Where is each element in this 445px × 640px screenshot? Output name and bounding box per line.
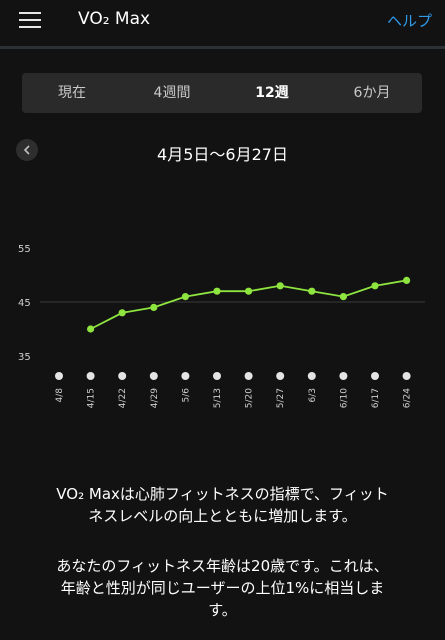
data-point (118, 309, 126, 317)
x-marker-dot (181, 372, 190, 380)
description-fitness-age: あなたのフィットネス年齢は20歳です。これは、 年齢と性別が同じユーザーの上位1… (14, 555, 431, 621)
x-tick-label: 4/22 (118, 388, 128, 408)
x-marker-dot (55, 372, 63, 380)
x-marker-dot (276, 372, 285, 380)
data-point (371, 282, 379, 290)
x-tick-label: 6/17 (371, 388, 381, 408)
x-tick-label: 5/20 (245, 388, 255, 408)
x-tick-label: 6/3 (308, 388, 318, 402)
y-tick-label: 55 (18, 244, 31, 255)
x-tick-label: 4/8 (55, 388, 65, 403)
x-tick-label: 4/29 (150, 388, 160, 408)
x-tick-label: 6/10 (339, 388, 349, 408)
x-marker-dot (244, 372, 253, 380)
y-tick-label: 45 (18, 298, 31, 309)
x-marker-dot (149, 372, 158, 380)
x-marker-dot (307, 372, 316, 380)
data-point (150, 303, 158, 311)
x-tick-label: 5/13 (213, 388, 223, 408)
page-title: VO₂ Max (78, 9, 151, 29)
x-marker-dot (371, 372, 379, 380)
vo2max-chart: 35 45 55 4/8 4/15 4/22 4/29 5/6 5/13 5/20 5/27 6/3 6… (18, 244, 425, 408)
chevron-left-icon (23, 145, 30, 155)
description-line: 年齢と性別が同じユーザーの上位1%に相当しま (60, 579, 385, 597)
data-point (276, 282, 284, 290)
x-marker-dot (118, 372, 127, 380)
previous-period-button[interactable] (16, 139, 38, 161)
x-tick-label: 4/15 (87, 388, 97, 408)
x-marker-dot (213, 372, 221, 380)
description-line: あなたのフィットネス年齢は20歳です。これは、 (56, 557, 389, 575)
x-tick-label: 5/27 (276, 388, 286, 408)
app-header: VO₂ Max ヘルプ (0, 0, 445, 46)
y-tick-label: 35 (18, 352, 31, 363)
tab-4-weeks[interactable]: 4週間 (153, 85, 191, 101)
data-point (213, 287, 221, 295)
tab-current[interactable]: 現在 (58, 85, 86, 101)
help-link[interactable]: ヘルプ (386, 12, 432, 30)
description-vo2max: VO₂ Maxは心肺フィットネスの指標で、フィット ネスレベルの向上とともに増加… (14, 483, 431, 527)
tab-12-weeks[interactable]: 12週 (255, 85, 289, 101)
data-point (308, 287, 316, 295)
data-point (181, 293, 189, 301)
tab-6-months[interactable]: 6か月 (353, 85, 391, 101)
data-point (87, 325, 95, 333)
x-marker-dot (86, 372, 95, 380)
x-tick-label: 5/6 (181, 388, 191, 403)
description-line: ネスレベルの向上とともに増加します。 (88, 507, 357, 525)
description-line: す。 (208, 601, 237, 619)
data-point (245, 287, 253, 295)
data-point (339, 293, 347, 301)
menu-icon[interactable] (19, 11, 41, 29)
data-point (403, 276, 411, 284)
x-tick-label: 6/24 (403, 388, 413, 408)
date-range: 4月5日～6月27日 (157, 145, 288, 164)
description-line: VO₂ Maxは心肺フィットネスの指標で、フィット (56, 485, 389, 503)
header-divider (0, 46, 445, 49)
x-marker-dot (339, 372, 348, 380)
x-marker-dot (402, 372, 411, 380)
period-selector: 現在 4週間 12週 6か月 (22, 73, 422, 113)
